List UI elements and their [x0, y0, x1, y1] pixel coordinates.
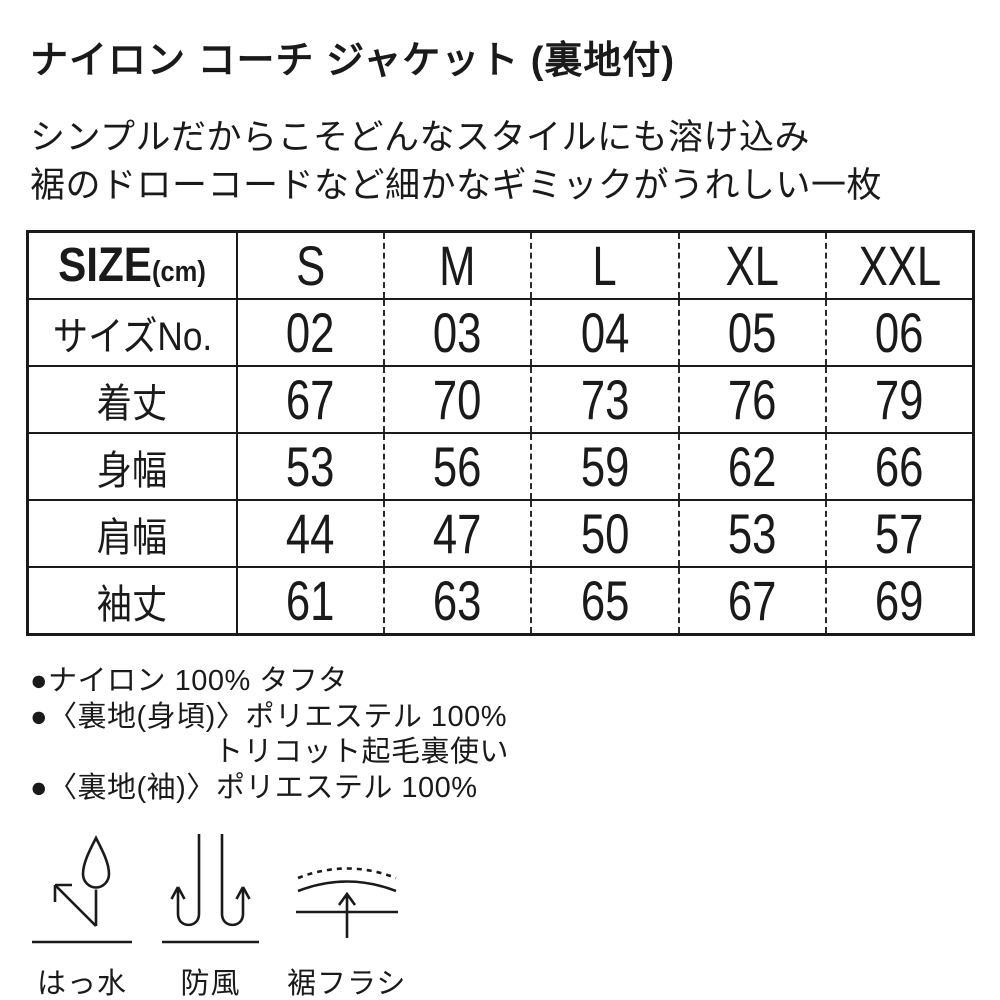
cell-shoulder-s: 44	[236, 499, 384, 567]
product-title: ナイロン コーチ ジャケット (裏地付)	[30, 40, 676, 82]
windproof-icon	[162, 834, 259, 944]
table-row-size-no: サイズNo. 02 03 04 05 06	[27, 298, 974, 366]
feature-hem-flash: 裾フラシ	[287, 832, 406, 1000]
cell-shoulder-l: 50	[530, 499, 679, 567]
water-repellent-icon	[32, 835, 132, 944]
cell-sleeve-xl: 67	[677, 566, 827, 635]
row-label-size-no: サイズNo.	[27, 298, 238, 366]
material-line-tricot: トリコット起毛裏使い	[214, 736, 510, 768]
cell-sleeve-s: 61	[236, 566, 384, 635]
row-label-shoulder-width: 肩幅	[27, 499, 238, 567]
size-chart-table: SIZE(cm) S M L XL XXL サイズNo. 02 03 04 05…	[26, 230, 975, 636]
material-line-nylon: ●ナイロン 100% タフタ	[30, 665, 348, 697]
cell-body-width-m: 56	[382, 432, 532, 500]
cell-shoulder-xxl: 57	[825, 499, 974, 567]
size-col-xl: XL	[677, 231, 827, 299]
size-col-xxl: XXL	[825, 231, 974, 299]
description-line-2: 裾のドローコードなど細かなギミックがうれしい一枚	[30, 166, 883, 205]
feature-label-hem-flash: 裾フラシ	[287, 968, 407, 1000]
cell-size-no-m: 03	[382, 298, 532, 366]
row-label-sleeve-length: 袖丈	[27, 566, 238, 635]
feature-label-water-repellent: はっ水	[36, 968, 127, 1000]
cell-body-length-m: 70	[382, 365, 532, 433]
table-row-body-length: 着丈 67 70 73 76 79	[27, 365, 974, 433]
cell-body-length-xl: 76	[677, 365, 827, 433]
size-header-label: SIZE(cm)	[58, 239, 207, 292]
cell-body-width-l: 59	[530, 432, 679, 500]
cell-sleeve-l: 65	[530, 566, 679, 635]
row-label-body-width: 身幅	[27, 432, 238, 500]
cell-sleeve-m: 63	[382, 566, 532, 635]
materials-list: ●ナイロン 100% タフタ ●〈裏地(身頃)〉ポリエステル 100% トリコッ…	[0, 636, 1000, 806]
size-col-s: S	[295, 234, 325, 297]
cell-body-length-xxl: 79	[825, 365, 974, 433]
table-row-shoulder-width: 肩幅 44 47 50 53 57	[27, 499, 974, 567]
cell-body-width-xl: 62	[677, 432, 827, 500]
cell-shoulder-m: 47	[382, 499, 532, 567]
feature-windproof: 防風	[160, 832, 261, 1000]
material-line-lining-body: ●〈裏地(身頃)〉ポリエステル 100%	[30, 700, 508, 733]
row-label-body-length: 着丈	[27, 365, 238, 433]
cell-size-no-l: 04	[530, 298, 679, 366]
material-line-lining-sleeve: ●〈裏地(袖)〉ポリエステル 100%	[30, 771, 478, 804]
cell-sleeve-xxl: 69	[825, 566, 974, 635]
cell-shoulder-xl: 53	[677, 499, 827, 567]
size-header-row: SIZE(cm) S M L XL XXL	[27, 231, 974, 299]
cell-body-length-l: 73	[530, 365, 679, 433]
feature-label-windproof: 防風	[180, 968, 241, 1000]
feature-water-repellent: はっ水	[30, 832, 134, 1000]
size-header-cell: SIZE(cm)	[27, 231, 238, 299]
hem-flash-icon	[295, 867, 398, 938]
description-line-1: シンプルだからこそどんなスタイルにも溶け込み	[30, 118, 810, 157]
cell-size-no-xl: 05	[677, 298, 827, 366]
feature-icons-row: はっ水 防風	[0, 806, 1000, 1000]
size-col-m: M	[382, 231, 532, 299]
size-col-l: L	[530, 231, 679, 299]
cell-body-width-xxl: 66	[825, 432, 974, 500]
cell-size-no-xxl: 06	[825, 298, 974, 366]
table-row-body-width: 身幅 53 56 59 62 66	[27, 432, 974, 500]
table-row-sleeve-length: 袖丈 61 63 65 67 69	[27, 566, 974, 635]
cell-body-length-s: 67	[236, 365, 384, 433]
cell-size-no-s: 02	[236, 298, 384, 366]
product-description: シンプルだからこそどんなスタイルにも溶け込み 裾のドローコードなど細かなギミック…	[0, 84, 1000, 210]
cell-body-width-s: 53	[236, 432, 384, 500]
